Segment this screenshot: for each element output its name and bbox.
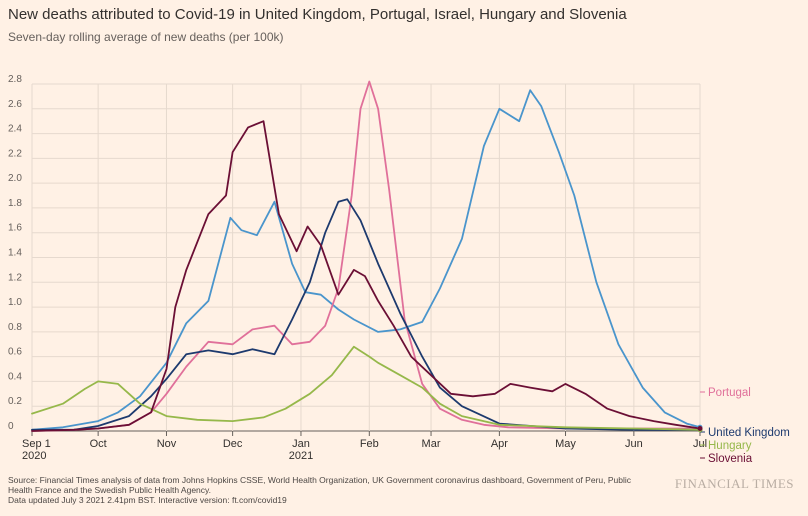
y-tick-label: 1.6 <box>8 223 22 234</box>
x-tick-label: Nov <box>157 438 177 450</box>
x-tick-label: Jun <box>625 438 643 450</box>
x-tick-year-label: 2020 <box>22 450 46 462</box>
series-line-slovenia <box>31 120 701 432</box>
series-line-hungary <box>31 345 701 431</box>
y-tick-label: 0.2 <box>8 396 22 407</box>
series-line-portugal <box>31 80 701 432</box>
end-marker-slovenia <box>697 426 703 432</box>
y-tick-label: 0.4 <box>8 371 22 382</box>
y-tick-label: 1.4 <box>8 248 22 259</box>
x-tick-label: Jan <box>292 438 310 450</box>
updated-text: Data updated July 3 2021 2.41pm BST. Int… <box>8 495 287 505</box>
chart-title: New deaths attributed to Covid-19 in Uni… <box>8 6 627 23</box>
x-tick-label: Mar <box>422 438 441 450</box>
series-lines <box>31 80 701 432</box>
y-tick-label: 1.2 <box>8 272 22 283</box>
y-tick-label: 0 <box>8 421 14 432</box>
source-note: Source: Financial Times analysis of data… <box>8 475 648 505</box>
gridlines: 0 0.2 0.4 0.6 0.8 1.0 1.2 1.4 1.6 1.8 2.0 2.2 2.4 2.6… <box>8 74 701 432</box>
x-tick-label: Sep 1 <box>22 438 51 450</box>
y-tick-label: 2.4 <box>8 124 22 135</box>
series-line-united-kingdom <box>31 198 701 431</box>
x-tick-label: Feb <box>360 438 379 450</box>
y-tick-label: 2.6 <box>8 99 22 110</box>
y-tick-label: 2.2 <box>8 148 22 159</box>
x-tick-label: May <box>555 438 576 450</box>
series-label-hungary: Hungary <box>708 440 752 452</box>
series-label-united-kingdom: United Kingdom <box>708 427 790 439</box>
source-text: Source: Financial Times analysis of data… <box>8 475 631 495</box>
x-tick-year-label: 2021 <box>289 450 313 462</box>
ft-logo: FINANCIAL TIMES <box>674 476 794 491</box>
series-label-slovenia: Slovenia <box>708 453 753 465</box>
y-tick-label: 2.8 <box>8 74 22 85</box>
series-label-portugal: Portugal <box>708 387 751 399</box>
x-tick-label: Dec <box>223 438 243 450</box>
y-tick-label: 0.8 <box>8 322 22 333</box>
line-chart: 0 0.2 0.4 0.6 0.8 1.0 1.2 1.4 1.6 1.8 2.0 2.2 2.4 2.6… <box>8 74 790 465</box>
series-line-israel <box>31 89 701 431</box>
x-tick-label: Apr <box>491 438 508 450</box>
x-tick-label: Jul <box>693 438 707 450</box>
y-tick-label: 1.8 <box>8 198 22 209</box>
y-tick-label: 0.6 <box>8 347 22 358</box>
y-tick-label: 2.0 <box>8 173 22 184</box>
x-tick-label: Oct <box>90 438 107 450</box>
y-tick-label: 1.0 <box>8 297 22 308</box>
chart-subtitle: Seven-day rolling average of new deaths … <box>8 30 284 44</box>
